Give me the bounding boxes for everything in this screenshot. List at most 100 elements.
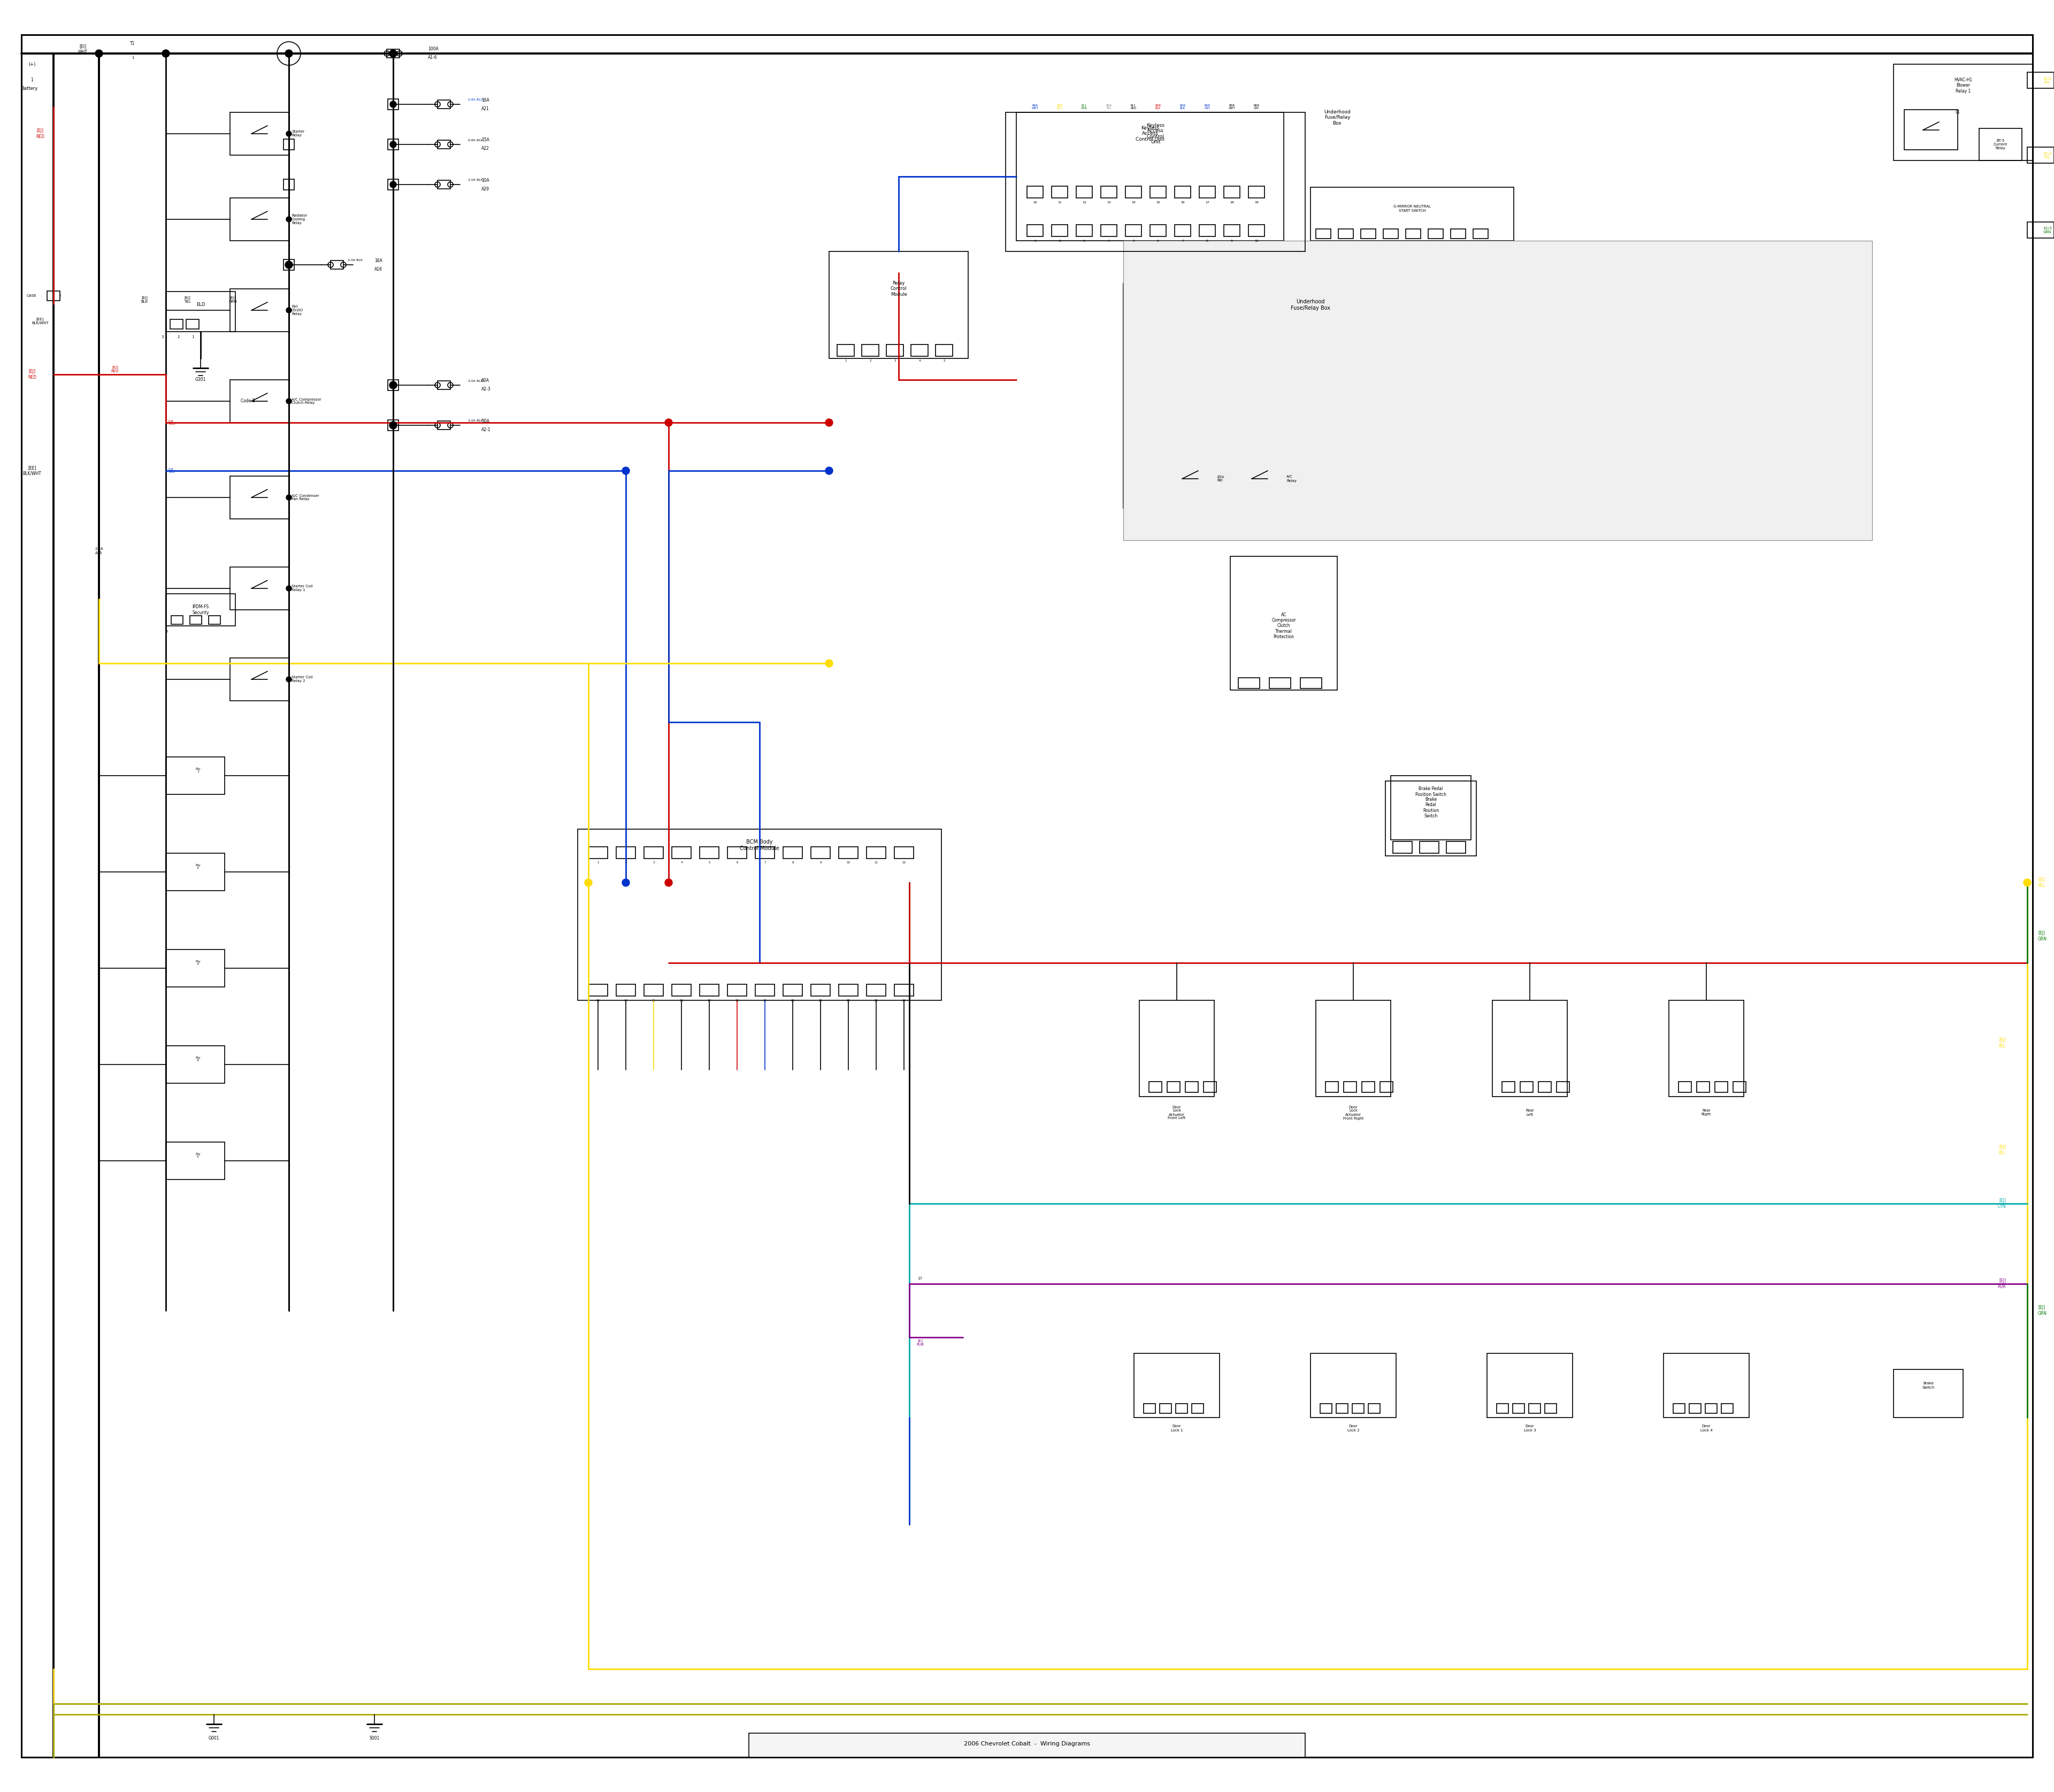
Bar xyxy=(1239,677,1259,688)
Bar xyxy=(1391,776,1471,840)
Text: [EI]
WHT: [EI] WHT xyxy=(78,45,88,54)
Circle shape xyxy=(390,181,396,188)
Bar xyxy=(1267,401,1298,423)
Circle shape xyxy=(622,468,631,475)
Circle shape xyxy=(826,659,832,667)
Text: Brake
Pedal
Position
Switch: Brake Pedal Position Switch xyxy=(1423,797,1440,819)
Bar xyxy=(1027,224,1043,237)
Bar xyxy=(1382,229,1399,238)
Text: 3: 3 xyxy=(162,335,164,339)
Bar xyxy=(1175,186,1191,197)
Bar xyxy=(1360,229,1376,238)
Bar xyxy=(1200,186,1216,197)
Text: A1-6: A1-6 xyxy=(427,56,438,61)
Bar xyxy=(1101,186,1117,197)
Text: [EJ]
YEL: [EJ] YEL xyxy=(185,296,191,303)
Bar xyxy=(783,984,803,996)
Text: BL1
CRN: BL1 CRN xyxy=(1080,104,1087,109)
Bar xyxy=(783,848,803,858)
Bar xyxy=(1384,781,1477,857)
Bar xyxy=(1150,186,1167,197)
Text: 2.0A BLK: 2.0A BLK xyxy=(468,419,483,423)
Bar xyxy=(1317,1000,1391,1097)
Text: Door
Lock 1: Door Lock 1 xyxy=(1171,1425,1183,1432)
Circle shape xyxy=(162,50,170,57)
Bar xyxy=(2027,147,2054,163)
Bar xyxy=(863,344,879,357)
Text: 16: 16 xyxy=(680,998,684,1002)
Bar xyxy=(1310,186,1514,240)
Text: Underhood
Fuse/Relay
Box: Underhood Fuse/Relay Box xyxy=(1325,109,1352,125)
Bar xyxy=(1175,224,1191,237)
Bar xyxy=(1520,1082,1532,1093)
Bar xyxy=(1557,1082,1569,1093)
Text: 60A: 60A xyxy=(481,378,489,383)
Bar xyxy=(388,380,398,391)
Bar xyxy=(1512,1403,1524,1414)
Bar xyxy=(230,658,290,701)
Text: 6: 6 xyxy=(1156,240,1158,242)
Bar xyxy=(1428,229,1444,238)
Text: [EJ]
RED: [EJ] RED xyxy=(35,129,45,140)
Bar xyxy=(1027,186,1043,197)
Bar xyxy=(1734,1082,1746,1093)
Bar xyxy=(1501,1082,1516,1093)
Text: [EJ]
YEL: [EJ] YEL xyxy=(1999,1145,2007,1156)
Text: 14: 14 xyxy=(624,998,629,1002)
Bar xyxy=(1230,556,1337,690)
Circle shape xyxy=(826,468,832,475)
Text: BL1
RED: BL1 RED xyxy=(1130,104,1136,109)
Bar xyxy=(283,179,294,190)
Bar xyxy=(1354,461,1382,482)
Bar xyxy=(1446,842,1467,853)
Bar xyxy=(1140,401,1169,423)
Bar xyxy=(1175,1403,1187,1414)
Text: [EJ]
ORN: [EJ] ORN xyxy=(228,296,236,303)
Bar xyxy=(700,984,719,996)
Text: A2-1: A2-1 xyxy=(481,426,491,432)
Circle shape xyxy=(286,495,292,500)
Circle shape xyxy=(390,100,396,108)
Text: 1: 1 xyxy=(1033,240,1035,242)
Bar xyxy=(1148,1082,1163,1093)
Bar xyxy=(1545,1403,1557,1414)
Circle shape xyxy=(585,878,592,887)
Circle shape xyxy=(286,586,292,591)
Bar xyxy=(1167,461,1214,498)
Bar xyxy=(672,848,690,858)
Bar xyxy=(1538,1082,1551,1093)
Text: Door
Lock
Actuator
Front Left: Door Lock Actuator Front Left xyxy=(1169,1106,1185,1120)
Bar xyxy=(1076,186,1093,197)
Text: 17: 17 xyxy=(918,1278,922,1279)
Text: 14: 14 xyxy=(1132,201,1136,204)
Text: Keyless
Access
Control Unit: Keyless Access Control Unit xyxy=(1136,125,1165,142)
Bar xyxy=(1705,1403,1717,1414)
Bar xyxy=(645,984,663,996)
Text: Door
Lock 2: Door Lock 2 xyxy=(1347,1425,1360,1432)
Text: 2.5A
A25: 2.5A A25 xyxy=(94,548,103,554)
Bar xyxy=(750,1733,1304,1758)
Text: 2.0A BLK: 2.0A BLK xyxy=(468,380,483,382)
Text: 0.8
RED: 0.8 RED xyxy=(168,419,175,425)
Circle shape xyxy=(94,50,103,57)
Bar xyxy=(811,984,830,996)
Text: G-MIRROR NEUTRAL
START SWITCH: G-MIRROR NEUTRAL START SWITCH xyxy=(1393,204,1432,211)
Bar xyxy=(1397,461,1425,482)
Bar xyxy=(438,421,450,430)
Text: 10: 10 xyxy=(1255,240,1259,242)
Bar xyxy=(1076,224,1093,237)
Bar xyxy=(1321,1403,1331,1414)
Bar xyxy=(166,593,236,625)
Text: A29: A29 xyxy=(481,186,489,192)
Text: 15: 15 xyxy=(1156,201,1161,204)
Bar xyxy=(388,179,398,190)
Bar xyxy=(1185,1082,1197,1093)
Bar xyxy=(867,848,885,858)
Bar xyxy=(727,848,748,858)
Bar xyxy=(1493,1000,1567,1097)
Text: 17: 17 xyxy=(707,998,711,1002)
Bar xyxy=(1300,677,1321,688)
Bar xyxy=(616,984,635,996)
Bar xyxy=(838,984,859,996)
Text: 2.0A BLK: 2.0A BLK xyxy=(468,179,483,181)
